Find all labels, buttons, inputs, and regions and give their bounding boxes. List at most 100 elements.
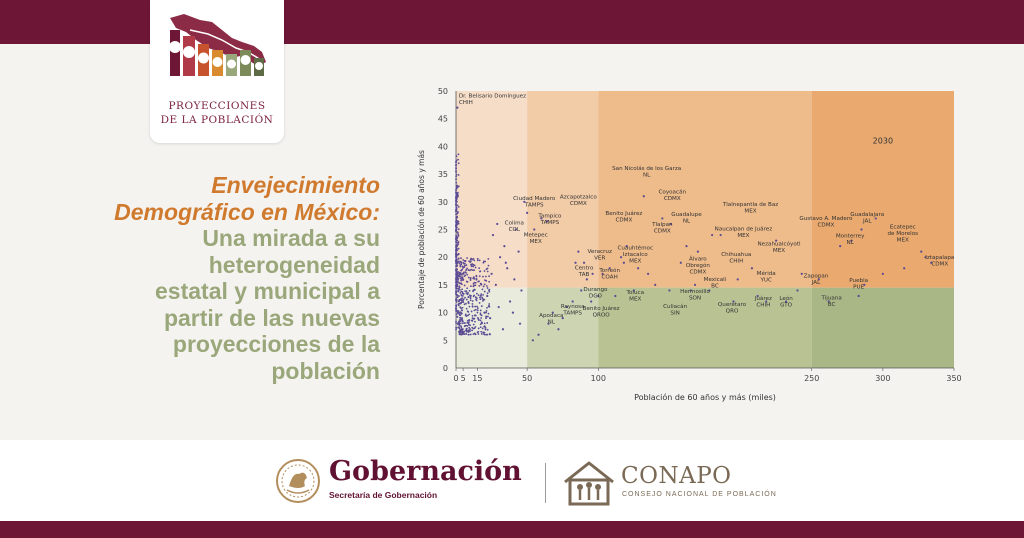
data-point xyxy=(920,250,923,253)
data-point xyxy=(477,333,480,335)
data-point xyxy=(474,284,477,287)
chart-region-4 xyxy=(456,287,528,368)
data-point xyxy=(590,300,593,303)
data-point xyxy=(460,257,462,260)
data-point xyxy=(461,268,464,271)
data-point xyxy=(469,328,471,330)
data-point xyxy=(459,306,462,309)
chart-region-6 xyxy=(598,287,812,368)
data-point xyxy=(459,265,462,268)
data-point xyxy=(459,261,462,263)
data-point xyxy=(501,328,505,331)
data-point xyxy=(476,309,479,312)
point-label-line: MEX xyxy=(737,233,749,239)
data-point xyxy=(654,283,657,286)
y-tick-label: 10 xyxy=(438,309,448,318)
data-point xyxy=(460,326,463,329)
data-point xyxy=(472,257,475,260)
data-point xyxy=(472,265,475,268)
data-point xyxy=(463,264,466,267)
data-point xyxy=(506,267,509,270)
point-label-line: Obregón xyxy=(686,262,711,269)
x-tick-label: 300 xyxy=(875,374,890,383)
data-point xyxy=(827,300,830,303)
x-tick-label: 50 xyxy=(522,374,532,383)
data-point xyxy=(477,330,480,333)
point-label-line: Naucalpan de Juárez xyxy=(715,226,773,233)
headline-line7: proyecciones de la xyxy=(172,331,380,357)
data-point xyxy=(478,259,481,262)
data-point xyxy=(473,327,476,330)
data-point xyxy=(455,187,458,189)
point-label-line: BC xyxy=(828,302,836,308)
data-point xyxy=(456,296,459,299)
data-point xyxy=(458,262,461,265)
data-point xyxy=(750,267,754,270)
data-point xyxy=(455,322,458,324)
data-point xyxy=(463,330,465,333)
data-point xyxy=(514,228,517,231)
point-label-line: SON xyxy=(689,296,701,302)
data-point xyxy=(484,279,486,282)
data-point xyxy=(455,163,458,166)
data-point xyxy=(464,271,467,273)
logo-line1: PROYECCIONES xyxy=(168,100,266,112)
data-point xyxy=(465,330,468,333)
data-point xyxy=(785,300,788,303)
data-point xyxy=(608,267,611,270)
chart-region-0 xyxy=(456,91,528,288)
data-point xyxy=(479,319,482,322)
data-point xyxy=(732,300,735,303)
data-point xyxy=(458,333,461,336)
point-label-line: Mexicali xyxy=(704,277,727,283)
point-label-line: Coyoacán xyxy=(659,188,687,195)
data-point xyxy=(460,299,463,302)
data-point xyxy=(456,106,459,109)
x-tick-label: 0 xyxy=(453,374,458,383)
data-point xyxy=(796,289,799,292)
point-label: Toluca MEX xyxy=(626,290,645,303)
data-point xyxy=(475,277,478,280)
data-point xyxy=(457,221,459,224)
data-point xyxy=(765,300,768,303)
data-point xyxy=(465,327,468,330)
point-label: Culiacán SIN xyxy=(663,303,687,317)
data-point xyxy=(455,310,458,313)
data-point xyxy=(477,280,480,283)
data-point xyxy=(463,303,466,306)
data-point xyxy=(574,261,577,264)
data-point xyxy=(483,298,486,301)
y-tick-label: 0 xyxy=(443,364,448,373)
point-label-line: Colima xyxy=(505,221,524,227)
data-point xyxy=(469,297,472,300)
data-point xyxy=(455,213,457,216)
data-point xyxy=(460,312,463,315)
point-label-line: Metepec xyxy=(524,233,548,239)
point-label-line: TAB xyxy=(578,272,590,278)
point-label: Apodaca NL xyxy=(539,313,563,326)
point-label: León GTO xyxy=(779,295,793,309)
data-point xyxy=(485,268,488,271)
data-point xyxy=(469,324,472,327)
headline: Envejecimiento Demográfico en México: Un… xyxy=(30,172,380,384)
data-point xyxy=(457,271,460,273)
point-label-line: NL xyxy=(846,240,854,246)
data-point xyxy=(491,233,495,237)
chart-region-7 xyxy=(811,287,954,368)
data-point xyxy=(619,256,623,259)
point-label-line: VER xyxy=(594,255,605,261)
point-label: Juárez CHIH xyxy=(754,295,772,309)
data-point xyxy=(474,326,477,328)
x-tick-label: 250 xyxy=(804,374,819,383)
data-point xyxy=(476,305,478,308)
data-point xyxy=(482,285,485,288)
data-point xyxy=(455,155,458,158)
point-label-line: Juárez xyxy=(754,295,772,302)
data-point xyxy=(489,317,492,320)
point-label-line: MEX xyxy=(773,248,785,254)
data-point xyxy=(462,292,465,295)
data-point xyxy=(637,267,640,270)
data-point xyxy=(557,328,560,331)
headline-line8: población xyxy=(271,357,380,384)
point-label-line: Benito Juárez xyxy=(605,210,642,217)
